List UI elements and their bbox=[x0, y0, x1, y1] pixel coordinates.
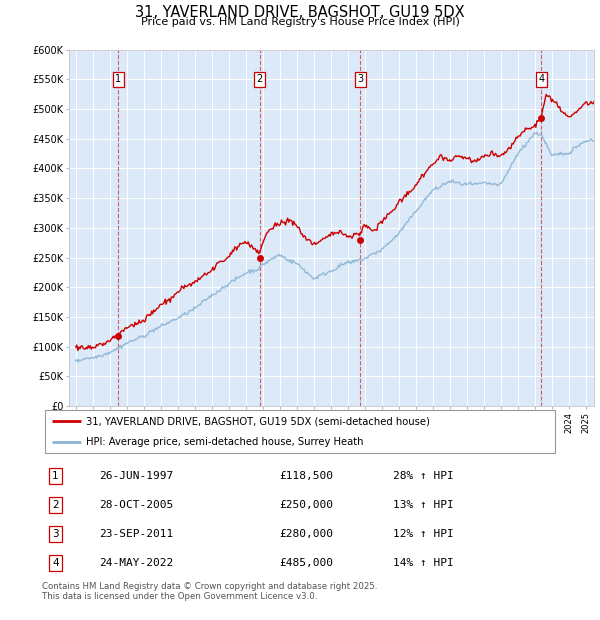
Text: 23-SEP-2011: 23-SEP-2011 bbox=[98, 529, 173, 539]
Text: 28-OCT-2005: 28-OCT-2005 bbox=[98, 500, 173, 510]
Text: 4: 4 bbox=[52, 559, 59, 569]
Text: 14% ↑ HPI: 14% ↑ HPI bbox=[393, 559, 454, 569]
Text: £485,000: £485,000 bbox=[280, 559, 334, 569]
Text: 24-MAY-2022: 24-MAY-2022 bbox=[98, 559, 173, 569]
Text: 1: 1 bbox=[115, 74, 121, 84]
Text: 3: 3 bbox=[52, 529, 59, 539]
Text: Contains HM Land Registry data © Crown copyright and database right 2025.
This d: Contains HM Land Registry data © Crown c… bbox=[42, 582, 377, 601]
Text: 1: 1 bbox=[52, 471, 59, 481]
Text: 4: 4 bbox=[538, 74, 544, 84]
Text: 26-JUN-1997: 26-JUN-1997 bbox=[98, 471, 173, 481]
Text: 2: 2 bbox=[52, 500, 59, 510]
Text: 31, YAVERLAND DRIVE, BAGSHOT, GU19 5DX: 31, YAVERLAND DRIVE, BAGSHOT, GU19 5DX bbox=[135, 5, 465, 20]
Text: HPI: Average price, semi-detached house, Surrey Heath: HPI: Average price, semi-detached house,… bbox=[86, 436, 364, 447]
Text: 31, YAVERLAND DRIVE, BAGSHOT, GU19 5DX (semi-detached house): 31, YAVERLAND DRIVE, BAGSHOT, GU19 5DX (… bbox=[86, 416, 430, 427]
Text: 2: 2 bbox=[257, 74, 263, 84]
Text: 13% ↑ HPI: 13% ↑ HPI bbox=[393, 500, 454, 510]
Text: Price paid vs. HM Land Registry's House Price Index (HPI): Price paid vs. HM Land Registry's House … bbox=[140, 17, 460, 27]
Text: £250,000: £250,000 bbox=[280, 500, 334, 510]
FancyBboxPatch shape bbox=[44, 410, 556, 453]
Text: £280,000: £280,000 bbox=[280, 529, 334, 539]
Text: 12% ↑ HPI: 12% ↑ HPI bbox=[393, 529, 454, 539]
Text: £118,500: £118,500 bbox=[280, 471, 334, 481]
Text: 3: 3 bbox=[357, 74, 363, 84]
Text: 28% ↑ HPI: 28% ↑ HPI bbox=[393, 471, 454, 481]
